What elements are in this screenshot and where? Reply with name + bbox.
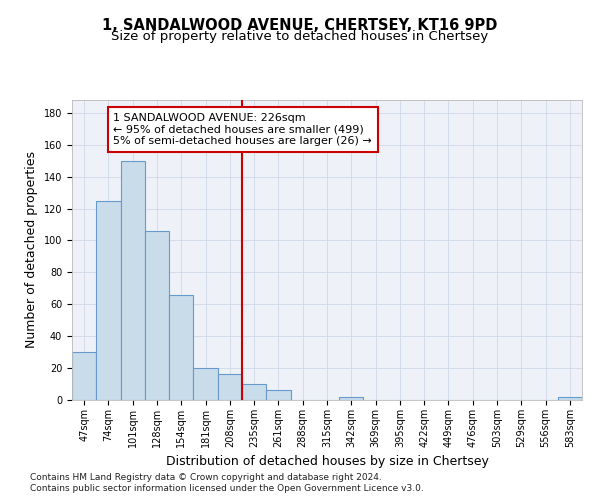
Text: Size of property relative to detached houses in Chertsey: Size of property relative to detached ho… (112, 30, 488, 43)
Text: Contains HM Land Registry data © Crown copyright and database right 2024.: Contains HM Land Registry data © Crown c… (30, 472, 382, 482)
Bar (145, 231, 169, 400)
Bar (169, 294, 193, 400)
Bar (218, 374, 242, 400)
Text: 1 SANDALWOOD AVENUE: 226sqm
← 95% of detached houses are smaller (499)
5% of sem: 1 SANDALWOOD AVENUE: 226sqm ← 95% of det… (113, 113, 372, 146)
Y-axis label: Number of detached properties: Number of detached properties (25, 152, 38, 348)
Bar (96, 200, 121, 400)
Bar (121, 160, 145, 400)
Text: Contains public sector information licensed under the Open Government Licence v3: Contains public sector information licen… (30, 484, 424, 493)
Text: 1, SANDALWOOD AVENUE, CHERTSEY, KT16 9PD: 1, SANDALWOOD AVENUE, CHERTSEY, KT16 9PD (103, 18, 497, 32)
Bar (242, 384, 266, 400)
Bar (72, 352, 96, 400)
Bar (339, 397, 364, 400)
Bar (558, 397, 582, 400)
X-axis label: Distribution of detached houses by size in Chertsey: Distribution of detached houses by size … (166, 456, 488, 468)
Bar (193, 368, 218, 400)
Bar (266, 390, 290, 400)
